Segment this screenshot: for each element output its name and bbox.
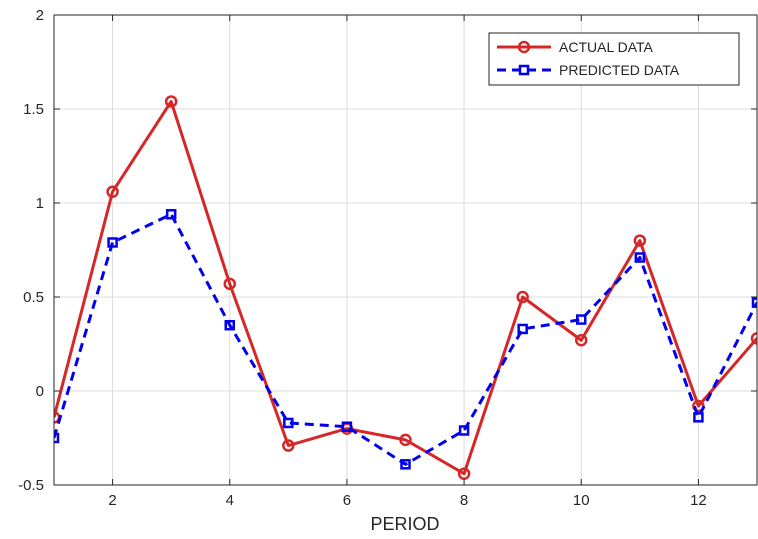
x-tick-label: 4 [226,492,234,509]
y-tick-label: 1.5 [23,101,44,118]
y-tick-label: 0 [36,383,44,400]
legend-label: ACTUAL DATA [559,39,654,55]
x-axis-label: PERIOD [370,514,439,534]
y-tick-label: -0.5 [18,477,44,494]
x-tick-label: 12 [690,492,707,509]
x-tick-label: 6 [343,492,351,509]
legend-label: PREDICTED DATA [559,62,680,78]
x-tick-label: 10 [573,492,590,509]
y-tick-label: 1 [36,195,44,212]
x-tick-label: 8 [460,492,468,509]
legend: ACTUAL DATA PREDICTED DATA [489,33,739,85]
x-tick-label: 2 [108,492,116,509]
y-tick-label: 0.5 [23,289,44,306]
y-tick-label: 2 [36,7,44,24]
